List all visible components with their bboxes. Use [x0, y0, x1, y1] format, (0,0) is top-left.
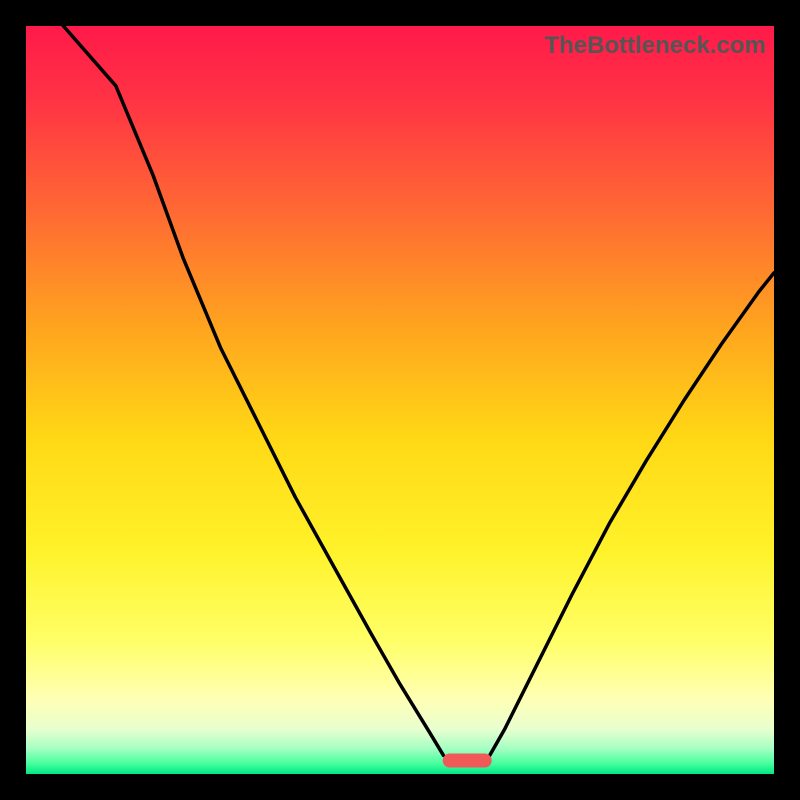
optimum-marker [443, 753, 492, 768]
curve-right-branch [490, 273, 774, 756]
watermark-text: TheBottleneck.com [545, 32, 766, 60]
plot-area [26, 26, 774, 774]
bottleneck-curve [26, 26, 774, 774]
curve-left-branch [63, 26, 443, 755]
chart-frame: TheBottleneck.com [0, 0, 800, 800]
